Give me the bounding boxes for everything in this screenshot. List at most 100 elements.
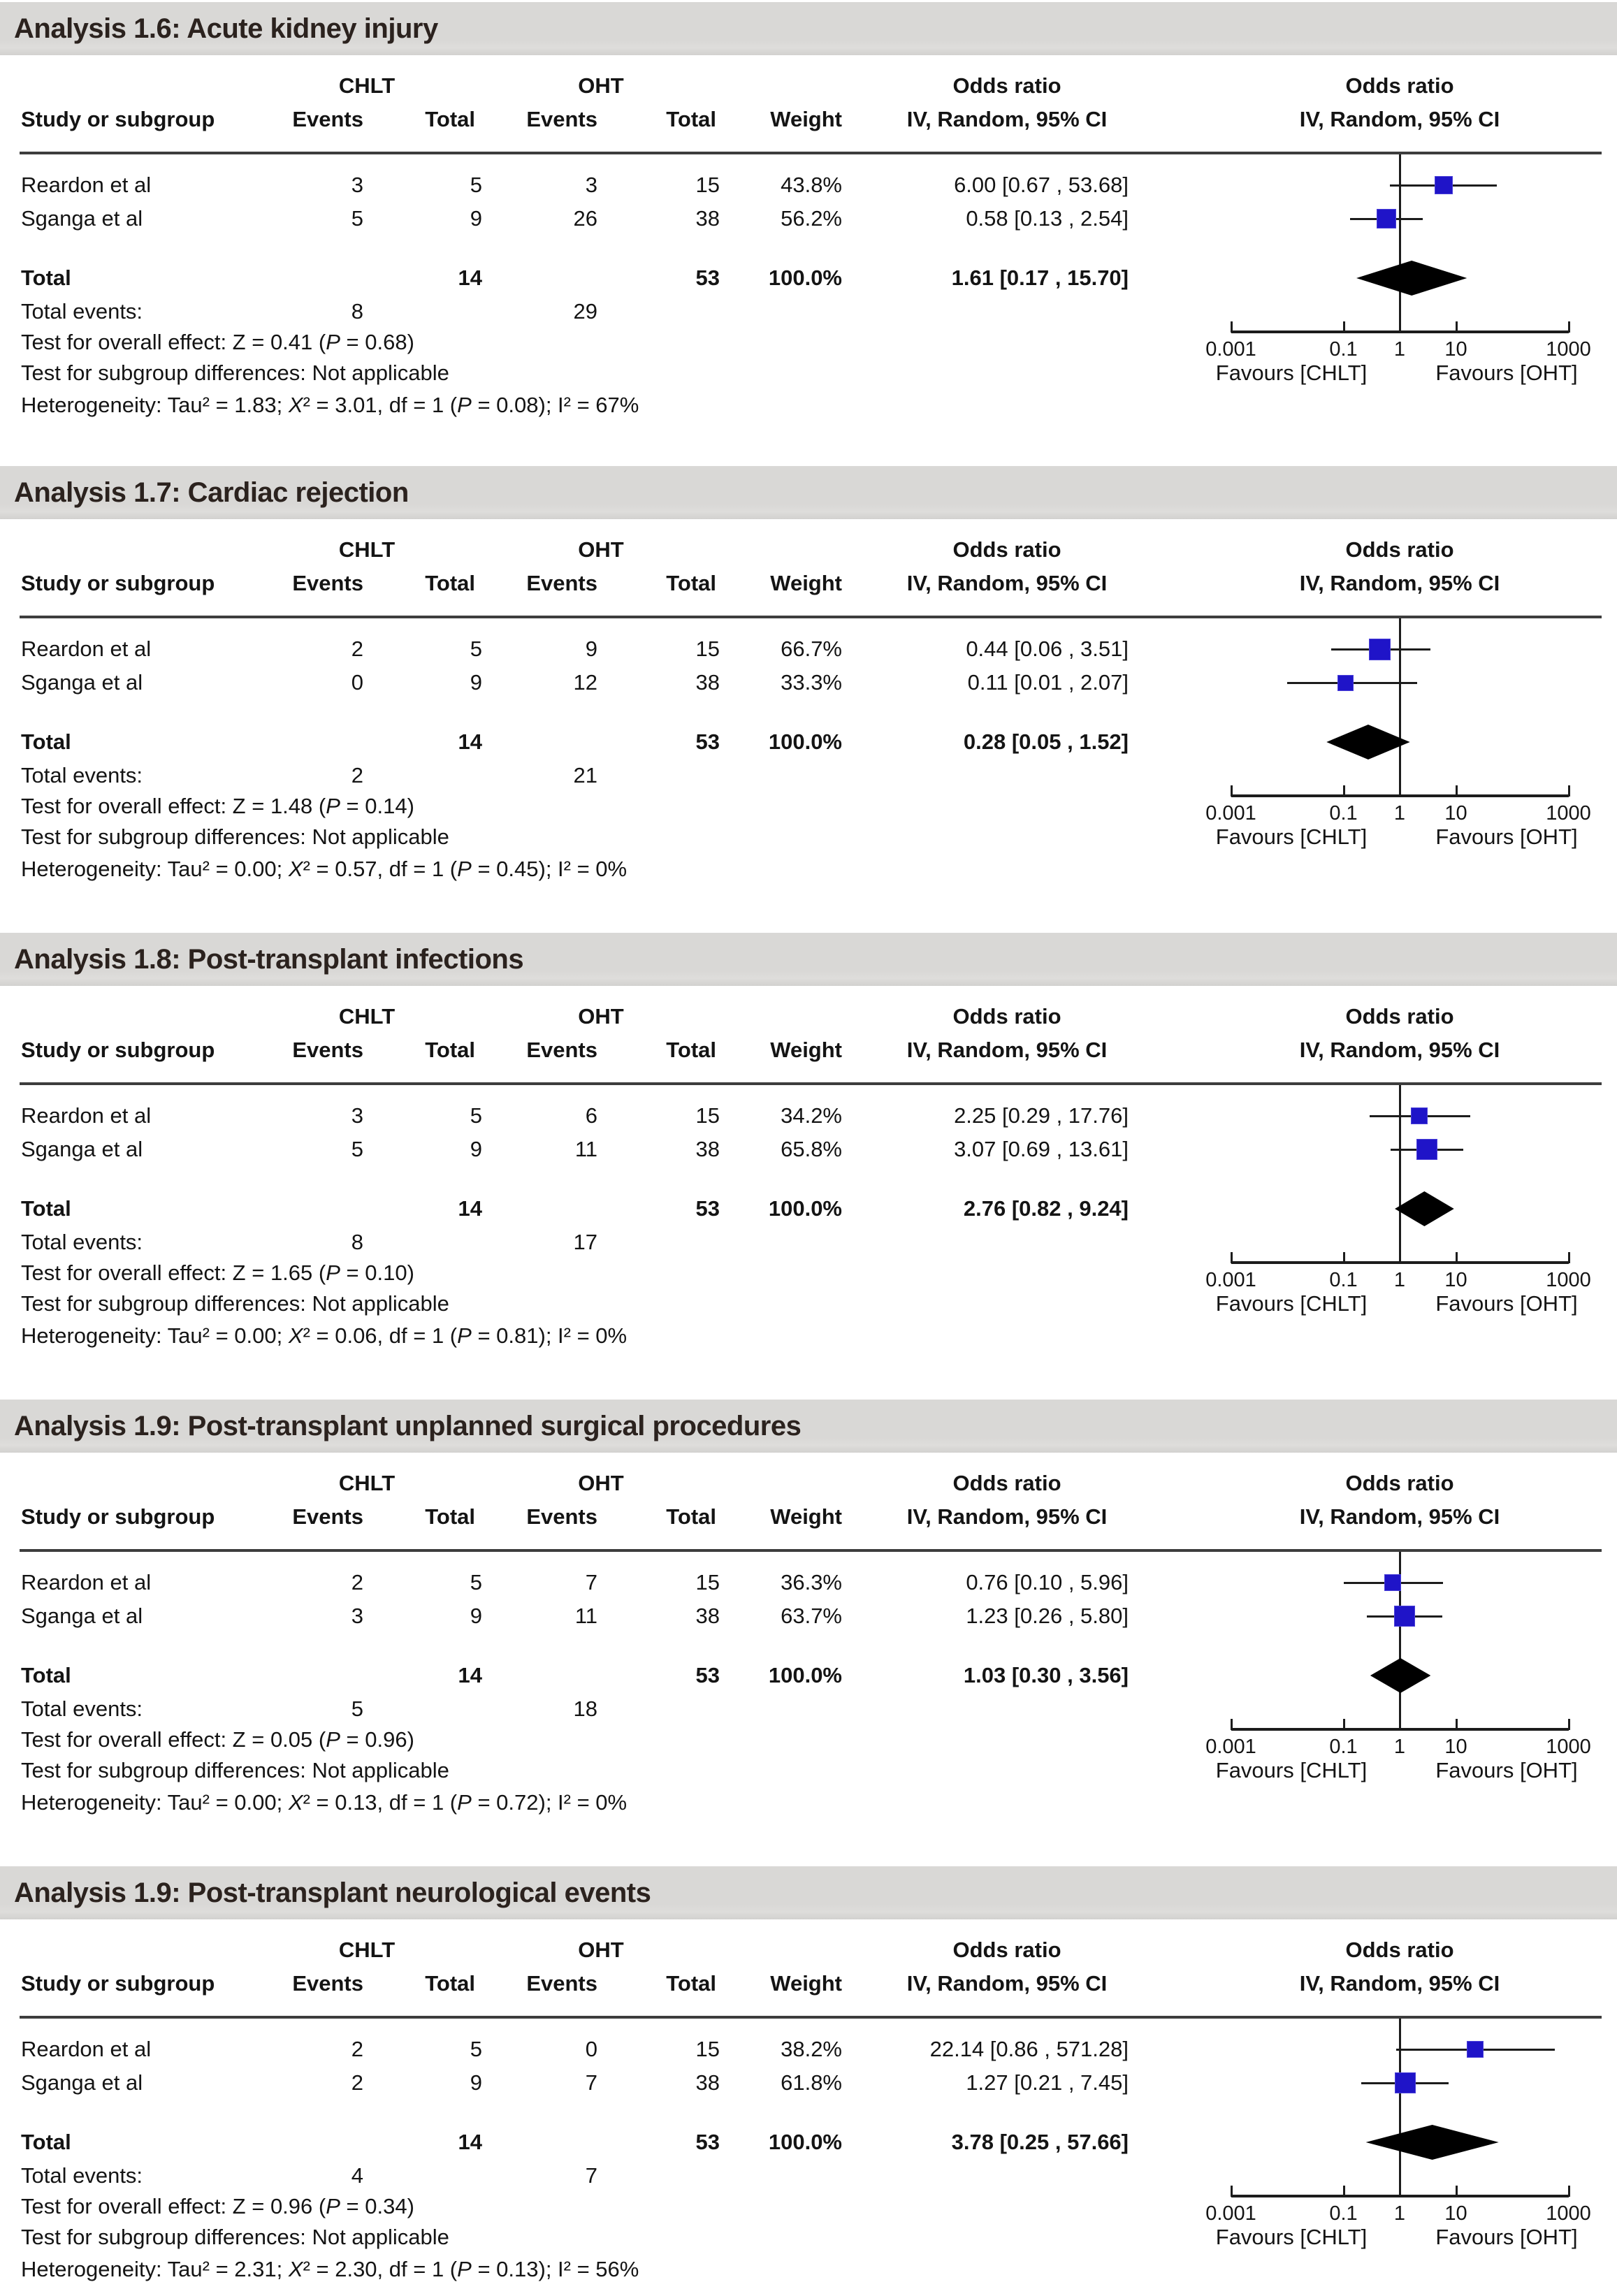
chlt-events: 2 <box>351 637 363 661</box>
or-point-square <box>1467 2041 1484 2058</box>
header-rule <box>20 1082 1602 1085</box>
oht-total: 38 <box>695 2070 720 2095</box>
col-header-weight: Weight <box>770 1971 842 1996</box>
col-header-oht-total: Total <box>666 571 716 595</box>
col-header-chlt-group: CHLT <box>338 1471 396 1495</box>
row-or-ci: 2.25 [0.29 , 17.76] <box>954 1103 1129 1128</box>
overall-effect-line-run: P <box>326 330 340 354</box>
axis-tick <box>1399 1719 1401 1730</box>
total-events-chlt: 8 <box>351 1230 363 1254</box>
chlt-events: 3 <box>351 1604 363 1628</box>
total-chlt-total: 14 <box>458 1663 482 1687</box>
total-events-oht: 29 <box>573 299 597 324</box>
summary-diamond <box>1356 261 1467 296</box>
row-weight: 65.8% <box>781 1137 842 1161</box>
heterogeneity-line: Heterogeneity: Tau² = 2.31; Χ² = 2.30, d… <box>21 2257 639 2282</box>
col-header-oht-total: Total <box>666 1504 716 1529</box>
axis-tick <box>1230 785 1233 797</box>
heterogeneity-line: Heterogeneity: Tau² = 0.00; Χ² = 0.06, d… <box>21 1323 627 1349</box>
chlt-total: 9 <box>470 2070 482 2095</box>
total-weight: 100.0% <box>768 266 842 290</box>
axis-tick <box>1567 321 1570 333</box>
null-effect-line <box>1399 2019 1401 2196</box>
section-title: Analysis 1.9: Post-transplant unplanned … <box>14 1411 802 1441</box>
subgroup-diff-line: Test for subgroup differences: Not appli… <box>21 2225 449 2249</box>
total-weight: 100.0% <box>768 729 842 754</box>
axis-tick-label: 1 <box>1393 1269 1406 1291</box>
analysis-section: Analysis 1.7: Cardiac rejection CHLT OHT St… <box>0 466 1617 931</box>
study-name: Sganga et al <box>21 206 143 231</box>
row-or-ci: 3.07 [0.69 , 13.61] <box>954 1137 1129 1161</box>
col-header-oht-total: Total <box>666 1038 716 1062</box>
axis-tick <box>1567 1252 1570 1263</box>
axis-tick-label: 1 <box>1393 2202 1406 2225</box>
section-title: Analysis 1.7: Cardiac rejection <box>14 477 409 508</box>
row-or-ci: 0.44 [0.06 , 3.51] <box>966 637 1129 661</box>
or-point-square <box>1376 209 1396 228</box>
favours-left-label: Favours [CHLT] <box>1215 824 1368 849</box>
axis-tick-label: 1000 <box>1546 1736 1591 1758</box>
total-events-label: Total events: <box>21 2163 143 2188</box>
col-header-chlt-total: Total <box>425 1504 475 1529</box>
or-point-square <box>1368 638 1391 660</box>
total-or-ci: 1.03 [0.30 , 3.56] <box>963 1663 1129 1687</box>
oht-events: 11 <box>574 1137 597 1161</box>
axis-tick <box>1230 1719 1233 1730</box>
col-header-oht-group: OHT <box>578 73 624 98</box>
total-weight: 100.0% <box>768 1663 842 1687</box>
overall-effect-line-run: P <box>326 794 340 818</box>
subgroup-diff-line: Test for subgroup differences: Not appli… <box>21 361 449 385</box>
oht-events: 0 <box>585 2037 597 2061</box>
axis-tick <box>1230 321 1233 333</box>
total-chlt-total: 14 <box>458 266 482 290</box>
col-header-or-method: IV, Random, 95% CI <box>906 107 1108 131</box>
total-events-chlt: 8 <box>351 299 363 324</box>
heterogeneity-line-run: ² = 0.13, df = 1 ( <box>303 1790 458 1815</box>
study-name: Sganga et al <box>21 1604 143 1628</box>
axis-tick-label: 0.001 <box>1205 338 1256 361</box>
axis-tick-label: 0.1 <box>1329 2202 1358 2225</box>
total-label: Total <box>21 266 71 290</box>
oht-total: 15 <box>695 637 720 661</box>
row-or-ci: 0.11 [0.01 , 2.07] <box>967 670 1129 695</box>
axis-tick-label: 1 <box>1393 338 1406 361</box>
summary-diamond <box>1395 1191 1454 1226</box>
col-header-chlt-group: CHLT <box>338 1938 396 1962</box>
axis-tick-label: 0.1 <box>1329 338 1358 361</box>
study-name: Reardon et al <box>21 1570 152 1594</box>
axis-tick-label: 10 <box>1444 802 1467 824</box>
oht-total: 38 <box>695 206 720 231</box>
study-name: Sganga et al <box>21 1137 143 1161</box>
axis-tick-label: 1000 <box>1546 2202 1591 2225</box>
chlt-total: 9 <box>470 1137 482 1161</box>
plot-header-or-title: Odds ratio <box>1345 73 1454 98</box>
row-or-ci: 6.00 [0.67 , 53.68] <box>954 173 1129 197</box>
axis-tick <box>1342 321 1345 333</box>
heterogeneity-line-run: = 0.72); I² = 0% <box>471 1790 628 1815</box>
col-header-oht-group: OHT <box>578 1004 624 1029</box>
header-rule <box>20 152 1602 154</box>
axis-tick <box>1567 785 1570 797</box>
overall-effect-line: Test for overall effect: Z = 1.65 (P = 0… <box>21 1260 414 1286</box>
plot-header-or-method: IV, Random, 95% CI <box>1299 1038 1500 1062</box>
heterogeneity-line-run: Heterogeneity: Tau² = 1.83; <box>21 393 289 417</box>
total-or-ci: 2.76 [0.82 , 9.24] <box>963 1196 1129 1221</box>
heterogeneity-line: Heterogeneity: Tau² = 1.83; Χ² = 3.01, d… <box>21 393 639 418</box>
axis-tick-label: 1000 <box>1546 338 1591 361</box>
summary-diamond <box>1326 725 1410 760</box>
col-header-oht-events: Events <box>526 571 597 595</box>
total-events-oht: 17 <box>573 1230 597 1254</box>
study-name: Reardon et al <box>21 2037 152 2061</box>
favours-left-label: Favours [CHLT] <box>1215 2225 1368 2249</box>
row-weight: 36.3% <box>781 1570 842 1594</box>
col-header-oht-group: OHT <box>578 1471 624 1495</box>
plot-header-or-title: Odds ratio <box>1345 1471 1454 1495</box>
chlt-events: 0 <box>351 670 363 695</box>
study-name: Sganga et al <box>21 2070 143 2095</box>
heterogeneity-line-run: P <box>457 1790 472 1815</box>
subgroup-diff-line: Test for subgroup differences: Not appli… <box>21 824 449 849</box>
heterogeneity-line-run: Χ <box>288 1323 303 1348</box>
plot-header-or-title: Odds ratio <box>1345 1004 1454 1029</box>
or-point-square <box>1337 674 1354 691</box>
oht-events: 26 <box>573 206 597 231</box>
